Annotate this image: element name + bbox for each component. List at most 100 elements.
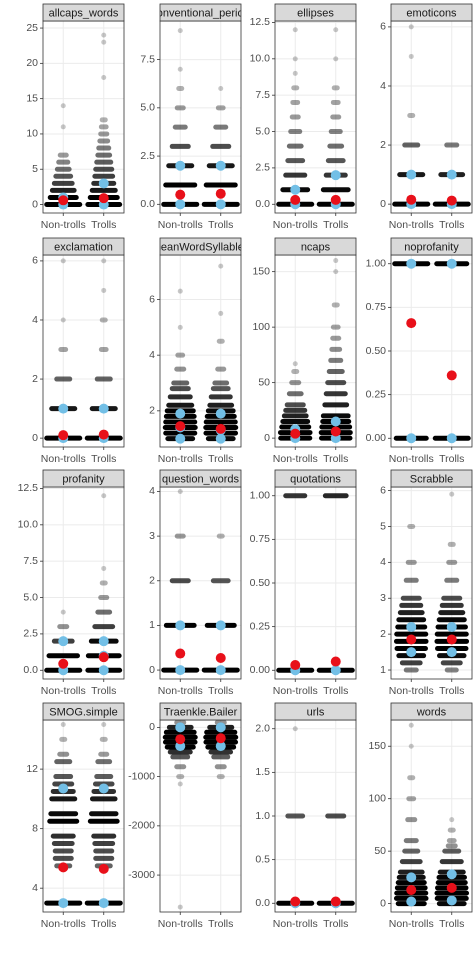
point	[97, 138, 111, 144]
point	[46, 653, 80, 659]
x-tick-label: Trolls	[208, 685, 233, 697]
point	[101, 565, 107, 571]
x-tick-label: Non-trolls	[273, 219, 318, 231]
point	[98, 347, 109, 353]
point	[177, 66, 183, 72]
point	[322, 493, 349, 499]
y-tick-label: 4	[380, 80, 386, 92]
panel-background	[160, 21, 241, 213]
point	[406, 796, 417, 802]
y-tick-label: 100	[368, 792, 386, 804]
y-tick-label: 150	[252, 265, 270, 277]
point	[52, 848, 74, 854]
point	[280, 418, 311, 424]
quantile-point	[446, 647, 457, 658]
strip	[390, 237, 473, 256]
quantile-point	[58, 783, 69, 794]
plot-area	[161, 28, 240, 210]
quantile-point	[175, 408, 186, 419]
point	[174, 105, 186, 111]
point	[397, 610, 425, 616]
point	[434, 890, 470, 896]
panel: 0.0 2.5 5.0 7.5 Non-trolls Trolls conventional…	[140, 3, 242, 231]
point	[328, 357, 344, 363]
panel-background	[43, 487, 124, 679]
point	[214, 764, 227, 770]
quantile-point	[98, 898, 109, 909]
panel-background	[275, 21, 356, 213]
point	[281, 413, 309, 419]
plot-area	[44, 493, 123, 676]
point	[207, 402, 235, 408]
strip-label: Scrabble	[410, 473, 453, 485]
point	[99, 580, 108, 586]
y-tick-label: 1.5	[255, 766, 270, 778]
mean-point	[98, 429, 109, 440]
point	[435, 880, 468, 886]
panel: 0.0 2.5 5.0 7.5 10.0 12.5 Non-trolls Trolls prof…	[18, 469, 125, 697]
plot-area	[162, 720, 239, 910]
point	[333, 27, 339, 33]
y-tick-label: 12.5	[250, 16, 271, 28]
x-tick-label: Trolls	[208, 918, 233, 930]
strip	[274, 3, 357, 22]
point	[408, 24, 414, 30]
quantile-point	[330, 170, 341, 181]
y-tick-label: 1.00	[366, 258, 387, 270]
point	[284, 402, 306, 408]
point	[60, 124, 66, 130]
x-tick-label: Trolls	[439, 685, 464, 697]
point	[447, 827, 456, 833]
y-tick-label: 0	[264, 432, 270, 444]
point	[60, 103, 66, 109]
x-tick-label: Trolls	[91, 918, 116, 930]
point	[203, 419, 238, 425]
point	[402, 848, 421, 854]
point	[325, 380, 347, 386]
mean-point	[58, 658, 69, 669]
mean-point	[330, 194, 341, 205]
y-tick-label: 2	[380, 628, 386, 640]
point	[407, 775, 416, 781]
strip-label: SMOG.simple	[49, 706, 117, 718]
plot-area	[161, 488, 240, 676]
y-tick-label: 4	[149, 485, 155, 497]
point	[54, 376, 73, 382]
point	[93, 855, 115, 861]
point	[167, 394, 193, 400]
strip	[159, 3, 242, 22]
point	[60, 609, 66, 615]
point	[291, 369, 300, 375]
y-tick-label: 4	[32, 882, 38, 894]
plot-area	[44, 32, 123, 210]
quantile-point	[98, 636, 109, 647]
mean-point	[175, 421, 186, 432]
point	[91, 833, 117, 839]
y-tick-label: 0	[149, 664, 155, 676]
point	[439, 859, 464, 865]
point	[445, 843, 458, 849]
mean-point	[215, 188, 226, 199]
y-tick-label: 2.5	[140, 150, 155, 162]
point	[444, 577, 460, 583]
mean-point	[290, 428, 301, 439]
point	[440, 660, 463, 666]
y-tick-label: 6	[149, 293, 155, 305]
point	[48, 811, 79, 817]
quantile-point	[446, 895, 457, 906]
strip-label: noprofanity	[404, 241, 459, 253]
mean-point	[215, 423, 226, 434]
point	[326, 369, 345, 375]
quantile-point	[406, 896, 417, 907]
quantile-point	[58, 403, 69, 414]
x-tick-label: Trolls	[439, 219, 464, 231]
panel: 4 8 12 Non-trolls Trolls SMOG.simple	[26, 702, 125, 930]
y-tick-label: 25	[26, 22, 38, 34]
y-tick-label: 6	[380, 484, 386, 496]
y-tick-label: 50	[374, 845, 386, 857]
quantile-point	[58, 898, 69, 909]
quantile-point	[175, 620, 186, 631]
point	[99, 736, 108, 742]
quantile-point	[406, 258, 417, 269]
